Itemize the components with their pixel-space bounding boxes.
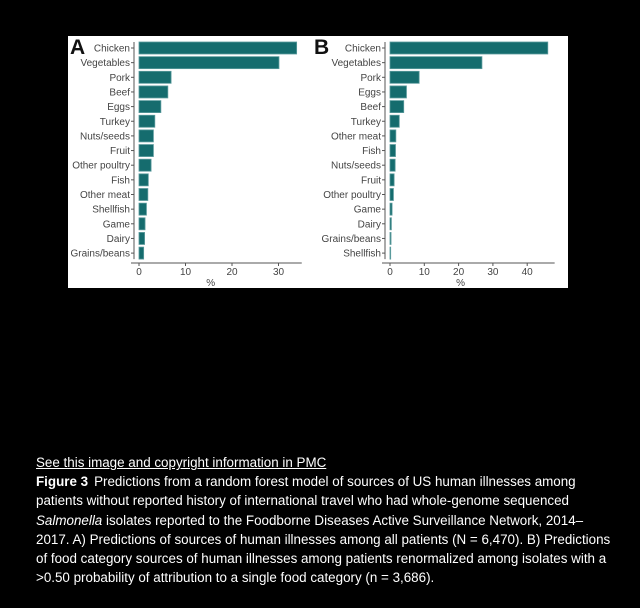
category-label: Beef xyxy=(360,102,381,113)
bar xyxy=(138,100,162,113)
category-label: Grains/beans xyxy=(71,249,130,260)
panel-label: B xyxy=(314,36,329,59)
x-axis-label: % xyxy=(206,278,215,288)
bar xyxy=(389,188,394,201)
category-label: Other meat xyxy=(331,131,381,142)
bar xyxy=(138,158,152,172)
caption-italic: Salmonella xyxy=(36,512,103,528)
category-label: Other poultry xyxy=(72,161,130,172)
bar xyxy=(138,173,149,187)
bar xyxy=(389,217,392,231)
category-label: Shellfish xyxy=(343,249,381,260)
category-label: Other poultry xyxy=(323,190,381,201)
bar xyxy=(389,41,549,55)
bar xyxy=(389,100,405,113)
panel-label: A xyxy=(70,36,85,59)
figure-label: Figure 3 xyxy=(36,474,89,490)
category-label: Fish xyxy=(111,175,130,186)
x-tick-label: 20 xyxy=(226,267,238,278)
bar xyxy=(389,56,483,70)
pmc-copyright-link[interactable]: See this image and copyright information… xyxy=(36,455,327,470)
category-label: Eggs xyxy=(358,87,381,98)
category-label: Turkey xyxy=(100,117,130,128)
bar xyxy=(389,158,396,172)
category-label: Pork xyxy=(109,73,131,84)
bar xyxy=(389,246,392,260)
category-label: Dairy xyxy=(358,219,381,230)
caption-text-1: Predictions from a random forest model o… xyxy=(36,474,576,509)
bar xyxy=(138,188,149,201)
category-label: Beef xyxy=(109,87,130,98)
bar xyxy=(389,202,393,216)
category-label: Vegetables xyxy=(81,58,131,69)
x-tick-label: 0 xyxy=(136,267,142,278)
bar xyxy=(389,144,396,157)
category-label: Dairy xyxy=(107,234,130,245)
bar xyxy=(389,114,400,128)
category-label: Game xyxy=(103,219,131,230)
bar xyxy=(389,70,420,84)
panel-a: A Chicken Vegetables Pork Beef Eggs Turkey Nuts… xyxy=(70,36,302,289)
bar xyxy=(138,232,145,245)
bar xyxy=(138,56,280,70)
bar xyxy=(138,217,146,231)
x-tick-label: 0 xyxy=(387,267,393,278)
bar xyxy=(389,232,392,245)
category-label: Chicken xyxy=(94,44,130,55)
x-tick-label: 40 xyxy=(522,267,534,278)
category-label: Shellfish xyxy=(92,205,130,216)
figure-caption: See this image and copyright information… xyxy=(36,453,616,587)
bar xyxy=(138,129,154,143)
x-tick-label: 20 xyxy=(453,267,465,278)
x-tick-label: 30 xyxy=(273,267,285,278)
bar xyxy=(138,144,154,157)
category-label: Nuts/seeds xyxy=(331,161,381,172)
category-label: Vegetables xyxy=(332,58,382,69)
figure-image: A Chicken Vegetables Pork Beef Eggs Turkey Nuts… xyxy=(68,36,568,289)
category-label: Turkey xyxy=(351,117,381,128)
x-tick-label: 10 xyxy=(180,267,192,278)
bar xyxy=(138,70,172,84)
bar xyxy=(138,114,156,128)
category-label: Pork xyxy=(360,73,382,84)
bar xyxy=(138,246,145,260)
bar-charts: A Chicken Vegetables Pork Beef Eggs Turkey Nuts… xyxy=(70,36,555,289)
category-label: Nuts/seeds xyxy=(80,131,130,142)
category-label: Fruit xyxy=(110,146,130,157)
bar xyxy=(138,202,147,216)
category-label: Other meat xyxy=(80,190,130,201)
x-tick-label: 30 xyxy=(487,267,499,278)
category-label: Grains/beans xyxy=(322,234,381,245)
x-tick-label: 10 xyxy=(419,267,431,278)
category-label: Fruit xyxy=(361,175,381,186)
caption-text-2: isolates reported to the Foodborne Disea… xyxy=(36,512,611,586)
bar xyxy=(138,41,298,55)
category-label: Eggs xyxy=(107,102,130,113)
category-label: Fish xyxy=(362,146,381,157)
bar xyxy=(389,85,407,99)
category-label: Game xyxy=(354,205,382,216)
bar xyxy=(389,129,397,143)
panel-b: B Chicken Vegetables Pork Eggs Beef Turkey Othe… xyxy=(314,36,555,289)
category-label: Chicken xyxy=(345,44,381,55)
bar xyxy=(389,173,395,187)
bar xyxy=(138,85,169,99)
x-axis-label: % xyxy=(456,278,465,288)
